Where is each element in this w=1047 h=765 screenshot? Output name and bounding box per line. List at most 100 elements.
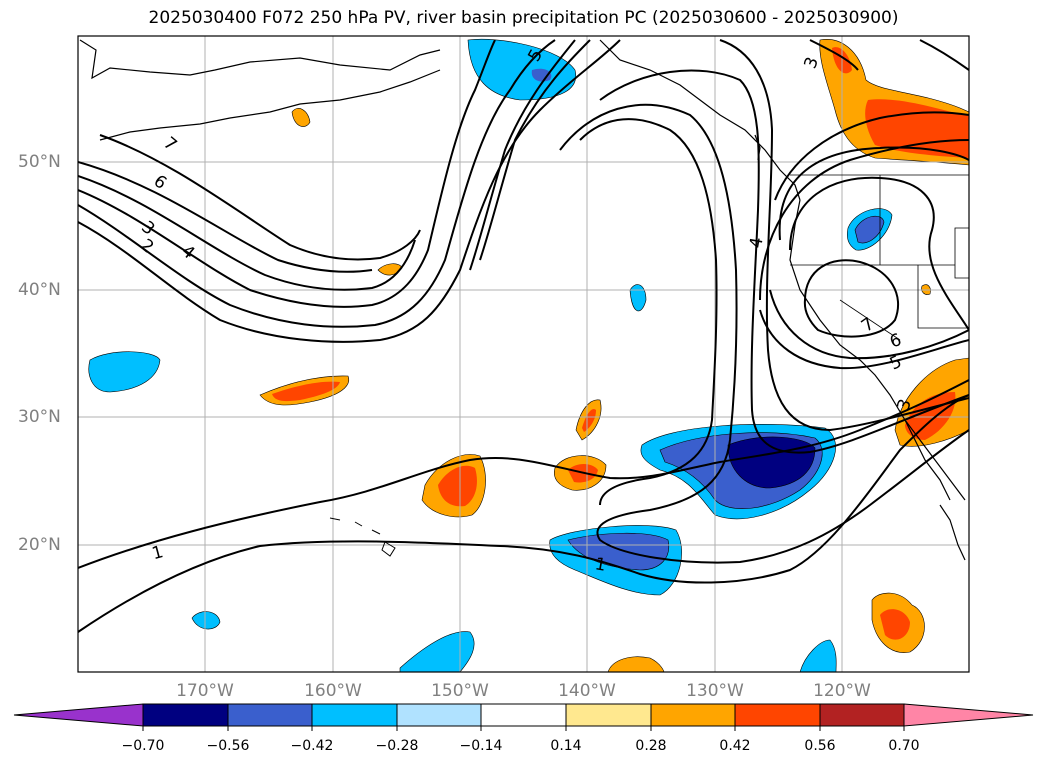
contour-ridge-inner <box>579 118 718 506</box>
island-2 <box>354 521 363 527</box>
hawaiian-islands <box>329 517 396 557</box>
neg-patch-oregon-core <box>854 215 885 244</box>
contour-low-4 <box>759 139 969 301</box>
neg-patch-small-south <box>191 611 221 630</box>
coast-baja <box>904 419 951 501</box>
colorbar-bin <box>565 703 652 727</box>
lon-label-140: 140°W <box>558 681 616 701</box>
pos-patch-band-core <box>272 381 340 402</box>
contour-label: 4 <box>746 236 768 250</box>
colorbar-tick-label: 0.14 <box>550 738 582 754</box>
neg-patch-bottom-right <box>799 639 837 672</box>
contour-6 <box>78 161 373 273</box>
contour-ridge-2 <box>559 103 969 564</box>
colorbar-tick-label: 0.42 <box>719 738 751 754</box>
colorbar-bin <box>650 703 736 727</box>
coast-mexico <box>939 504 966 561</box>
lon-label-130: 130°W <box>686 681 744 701</box>
positive-precip-patches <box>259 39 969 672</box>
contour-label: 5 <box>887 352 905 375</box>
pos-patch-small-nw <box>291 108 311 127</box>
coastlines <box>79 39 966 561</box>
pos-patch-small-mid <box>377 263 403 276</box>
colorbar-ticks <box>142 726 905 731</box>
contour-ne-1 <box>919 39 969 71</box>
lon-label-170: 170°W <box>176 681 234 701</box>
graticule <box>78 36 969 672</box>
pos-patch-mexico-core <box>880 609 910 640</box>
negative-precip-patches <box>88 39 893 672</box>
colorbar-bin <box>734 703 821 727</box>
pos-patch-bottom <box>607 656 665 672</box>
contour-low-2 <box>789 176 969 331</box>
contour-label: 1 <box>593 554 607 576</box>
colorbar-bin <box>396 703 482 727</box>
colorbar-bin <box>142 703 229 727</box>
pos-patch-north-core <box>865 99 969 158</box>
contour-label: 2 <box>136 235 157 257</box>
contour-label: 1 <box>150 542 166 564</box>
contour-trough-2 <box>469 39 576 271</box>
border-state-4 <box>954 227 969 279</box>
contour-low-6 <box>769 289 969 360</box>
contour-4 <box>78 39 496 308</box>
coast-alaska-panhandle <box>599 39 801 201</box>
colorbar-tick-label: −0.14 <box>459 738 503 754</box>
lon-label-150: 150°W <box>431 681 489 701</box>
contour-closed-low <box>803 259 900 338</box>
neg-patch-hawaii-west <box>88 351 161 393</box>
map-title: 2025030400 F072 250 hPa PV, river basin … <box>148 8 899 28</box>
contour-ridge-3 <box>599 69 969 454</box>
map-frame <box>77 35 970 673</box>
borders <box>790 174 969 341</box>
colorbar <box>13 703 1034 731</box>
contour-1a <box>78 379 969 569</box>
island-1 <box>329 517 341 521</box>
lon-label-120: 120°W <box>813 681 871 701</box>
neg-patch-bottom <box>399 631 475 672</box>
colorbar-bin <box>480 703 567 727</box>
island-4 <box>381 541 396 557</box>
colorbar-tick-label: −0.28 <box>375 738 419 754</box>
contour-3-right <box>809 39 859 71</box>
contour-5 <box>78 175 416 291</box>
island-3 <box>371 529 381 535</box>
contour-trough-1 <box>479 39 591 261</box>
colorbar-bin <box>819 703 905 727</box>
contour-label: 3 <box>800 54 822 71</box>
lat-label-50: 50°N <box>18 152 61 172</box>
lon-label-160: 160°W <box>304 681 362 701</box>
contour-low-3 <box>778 146 969 241</box>
contour-low-5 <box>759 309 969 370</box>
contour-3 <box>78 39 556 328</box>
contour-2 <box>78 39 621 343</box>
lat-label-30: 30°N <box>18 407 61 427</box>
colorbar-tick-label: 0.70 <box>888 738 920 754</box>
neg-patch-mid <box>629 284 647 312</box>
colorbar-tick-label: 0.28 <box>635 738 667 754</box>
colorbar-bin <box>227 703 313 727</box>
colorbar-tick-label: −0.42 <box>290 738 334 754</box>
contour-ridge-5 <box>774 111 969 201</box>
colorbar-extend-right <box>903 703 1034 727</box>
pos-patch-west-core <box>438 465 477 507</box>
pv-contours <box>78 39 969 633</box>
colorbar-tick-label: −0.70 <box>121 738 165 754</box>
contour-label: 7 <box>159 133 180 155</box>
contour-label: 6 <box>887 330 904 352</box>
contour-ridge-4 <box>719 39 969 432</box>
contour-1b <box>78 394 969 633</box>
contour-label: 4 <box>177 241 198 263</box>
colorbar-extend-left <box>13 703 144 727</box>
contour-label: 3 <box>137 217 158 239</box>
colorbar-tick-label: −0.56 <box>206 738 250 754</box>
border-ca-nv <box>839 299 901 341</box>
border-state-3 <box>917 265 969 329</box>
contour-7 <box>99 134 421 261</box>
colorbar-bin <box>311 703 398 727</box>
lat-label-20: 20°N <box>18 535 61 555</box>
pos-patch-thin-core <box>582 408 596 432</box>
coast-alaska <box>79 39 441 80</box>
lat-label-40: 40°N <box>18 280 61 300</box>
